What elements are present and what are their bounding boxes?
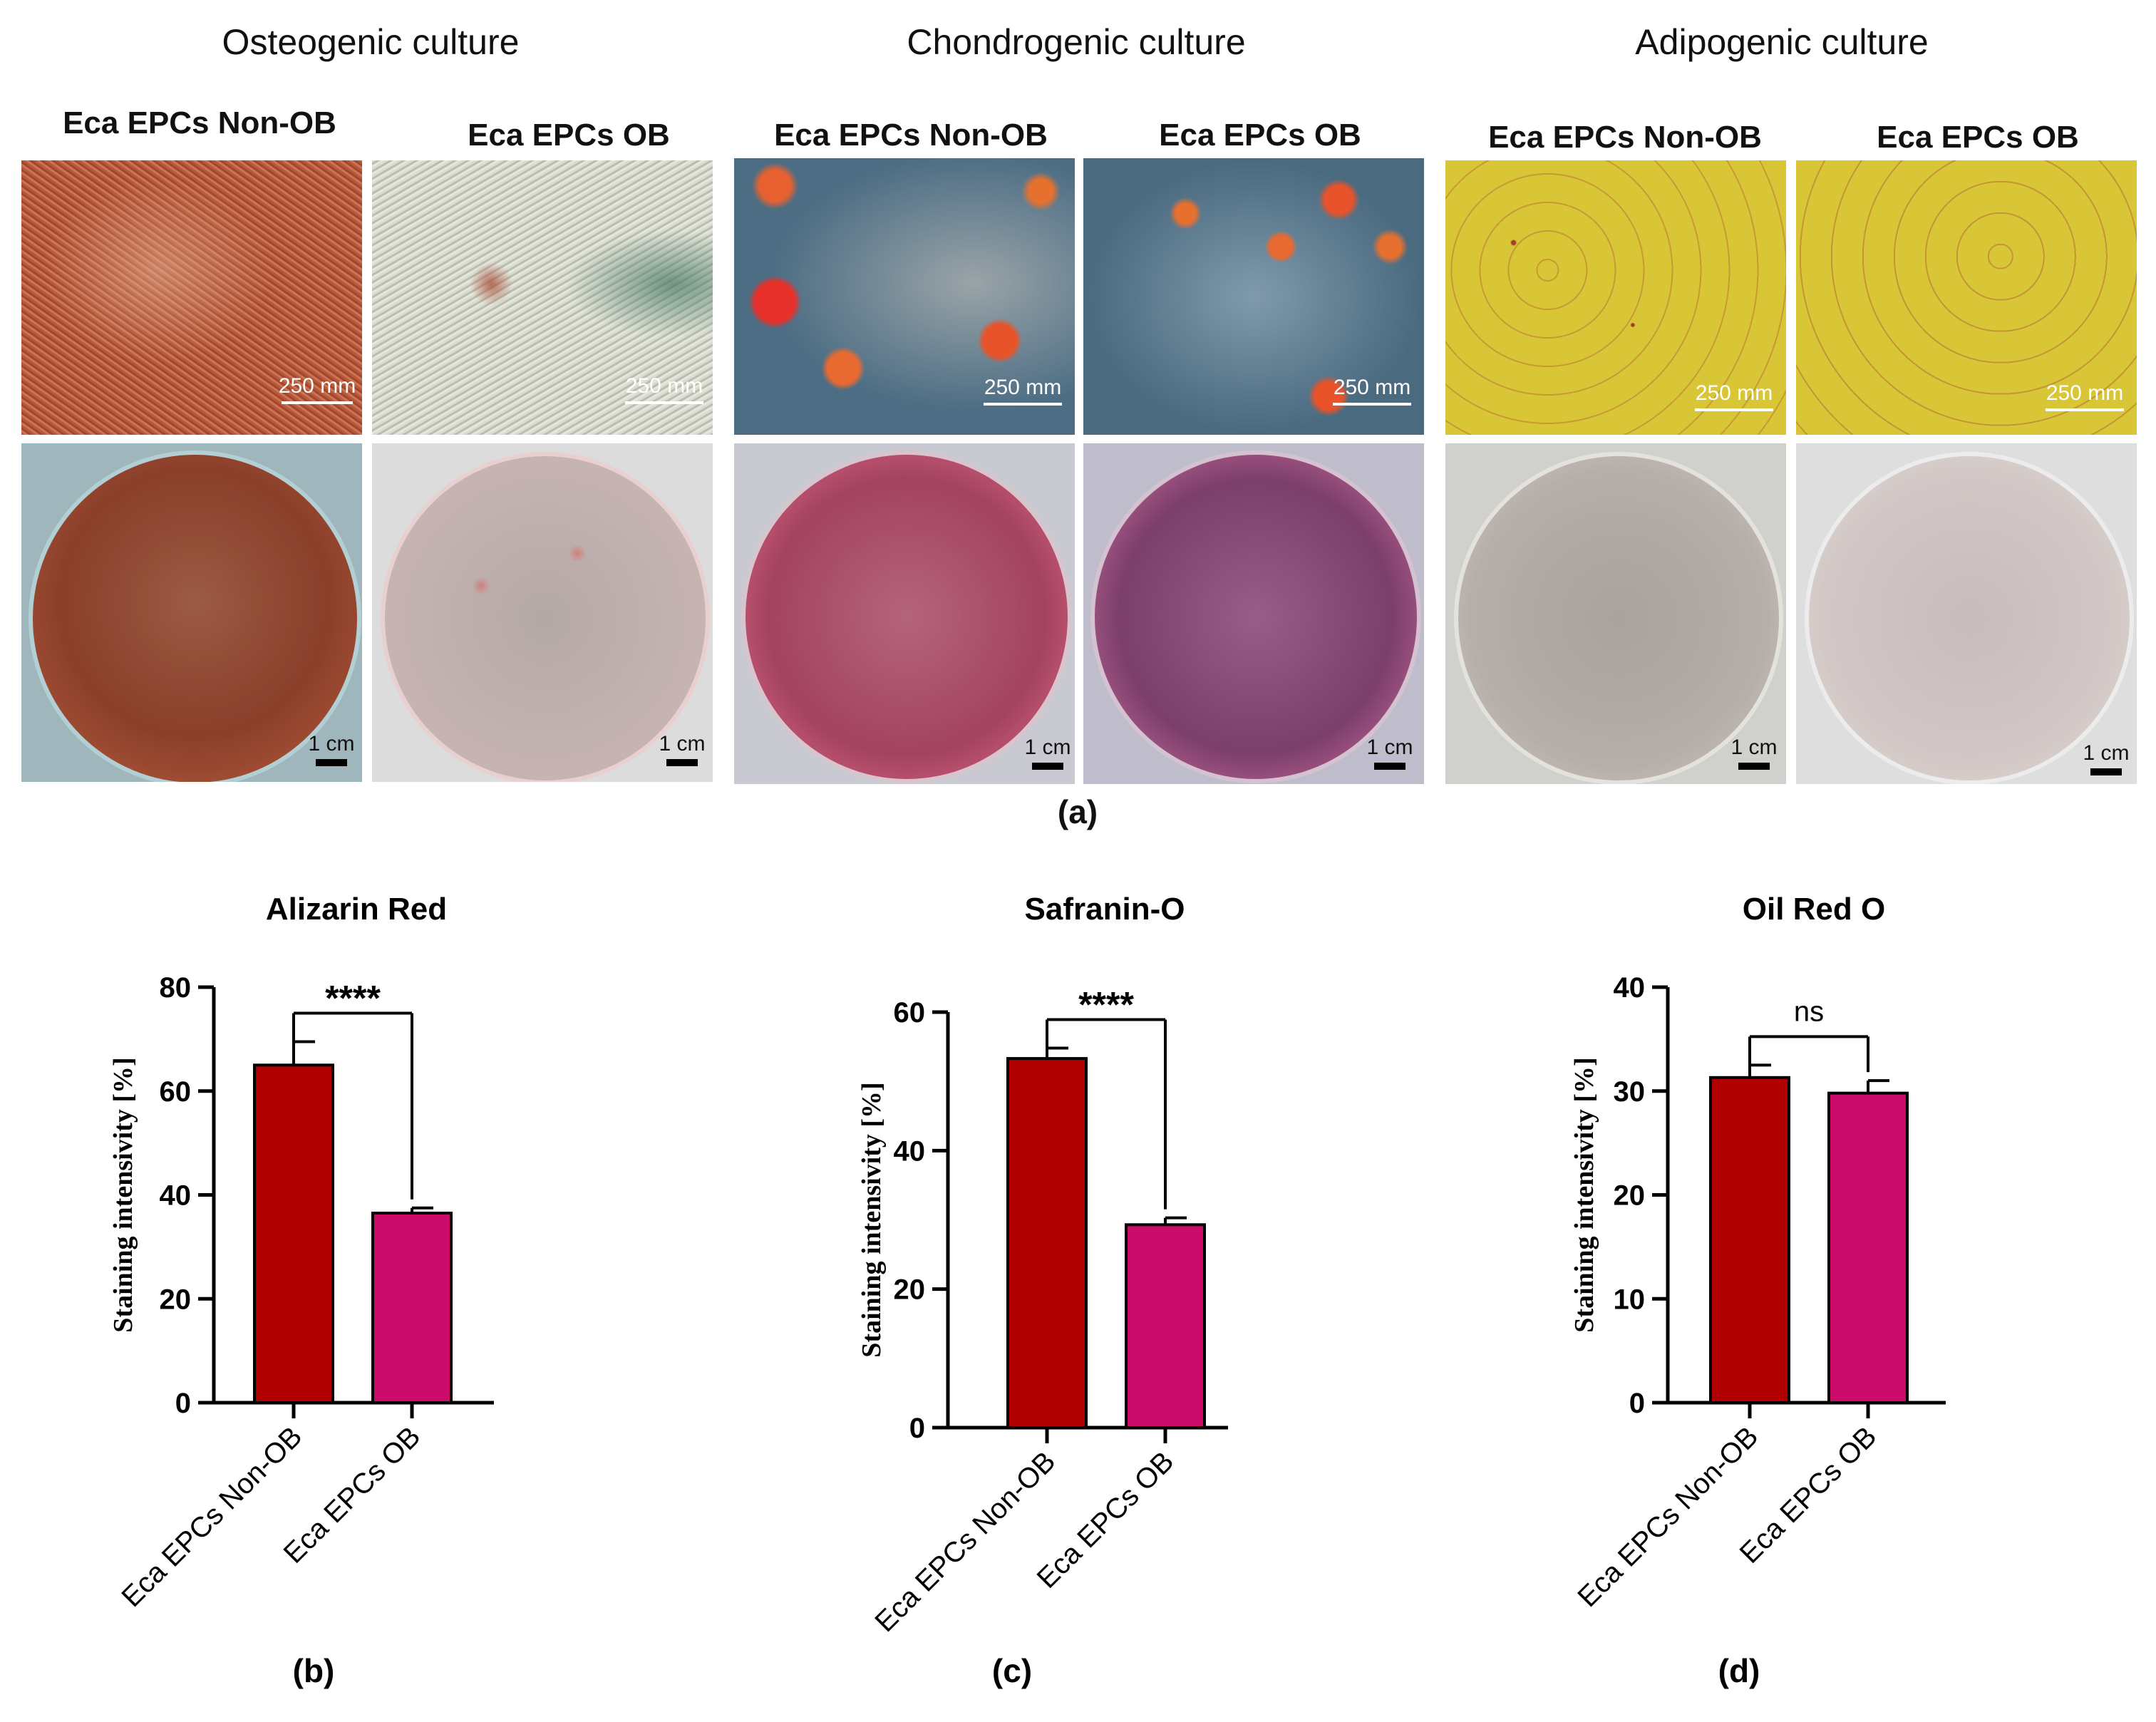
- x-tick-label: Eca EPCs Non-OB: [115, 1421, 308, 1613]
- scale-bar-micro: 250 mm: [2038, 381, 2131, 411]
- scale-bar-micro: 250 mm: [976, 376, 1069, 406]
- bar-alizarin-non-ob: [253, 1063, 334, 1404]
- scale-bar-macro: 1 cm: [1023, 736, 1073, 770]
- scale-bar-macro: 1 cm: [1365, 736, 1415, 770]
- chart-oil-red-o: Oil Red O 0 10 20 30 40 Staining intensivity […: [1569, 892, 1946, 1689]
- well-adipo-non-ob: 1 cm: [1445, 443, 1786, 784]
- chart-alizarin-red: Alizarin Red 0 20 40 60 80 Staining intensivit…: [108, 892, 494, 1689]
- scale-bar-macro: 1 cm: [1729, 736, 1779, 770]
- y-tick-label: 40: [1614, 972, 1646, 1004]
- y-tick-label: 30: [1614, 1076, 1646, 1108]
- micrograph-adipo-ob: 250 mm: [1796, 160, 2137, 435]
- scale-bar-macro: 1 cm: [2081, 741, 2131, 775]
- significance-label: ****: [1078, 985, 1134, 1025]
- well-chondro-non-ob: 1 cm: [734, 443, 1075, 784]
- culture-title-chondrogenic: Chondrogenic culture: [907, 22, 1246, 62]
- bar-oilred-ob: [1827, 1091, 1909, 1404]
- y-tick-label: 20: [1614, 1180, 1646, 1212]
- micrograph-adipo-non-ob: 250 mm: [1445, 160, 1786, 435]
- y-tick-label: 0: [909, 1413, 925, 1444]
- group-label-osteo-non-ob: Eca EPCs Non-OB: [63, 105, 336, 140]
- chart-title-oilred: Oil Red O: [1743, 892, 1885, 927]
- group-label-osteo-ob: Eca EPCs OB: [468, 118, 670, 153]
- y-axis-label: Staining intensivity [%]: [857, 1082, 887, 1357]
- y-tick-label: 20: [160, 1284, 192, 1315]
- y-tick-label: 40: [894, 1135, 926, 1167]
- culture-title-adipogenic: Adipogenic culture: [1635, 22, 1929, 62]
- micrograph-osteo-ob: 250 mm: [372, 160, 713, 435]
- micrograph-chondro-non-ob: 250 mm: [734, 158, 1075, 435]
- scale-bar-micro: 250 mm: [1688, 381, 1780, 411]
- y-tick-label: 20: [894, 1274, 926, 1306]
- scale-bar-micro: 250 mm: [1326, 376, 1418, 406]
- bar-safranin-ob: [1125, 1223, 1206, 1429]
- y-axis-label: Staining intensivity [%]: [108, 1057, 138, 1332]
- y-axis-label: Staining intensivity [%]: [1569, 1057, 1599, 1332]
- group-label-adipo-non-ob: Eca EPCs Non-OB: [1488, 120, 1762, 155]
- group-label-chondro-non-ob: Eca EPCs Non-OB: [774, 118, 1048, 153]
- scale-bar-macro: 1 cm: [306, 732, 356, 766]
- x-tick-label: Eca EPCs Non-OB: [1572, 1421, 1764, 1613]
- panel-label-safranin: (c): [992, 1652, 1032, 1689]
- chart-safranin-o: Safranin-O 0 20 40 60 Staining intensivity [%…: [857, 892, 1228, 1689]
- chart-title-safranin: Safranin-O: [1025, 892, 1185, 927]
- bar-alizarin-ob: [371, 1212, 453, 1404]
- well-osteo-ob: 1 cm: [372, 443, 713, 782]
- micrograph-osteo-non-ob: 250 mm: [21, 160, 362, 435]
- well-chondro-ob: 1 cm: [1083, 443, 1424, 784]
- panel-label-alizarin: (b): [293, 1652, 335, 1689]
- y-tick-label: 0: [175, 1388, 191, 1419]
- x-tick-label: Eca EPCs Non-OB: [869, 1445, 1061, 1638]
- group-label-adipo-ob: Eca EPCs OB: [1877, 120, 2079, 155]
- bar-safranin-non-ob: [1006, 1057, 1088, 1429]
- scale-bar-micro: 250 mm: [618, 374, 711, 404]
- bar-oilred-non-ob: [1709, 1076, 1790, 1404]
- chart-title-alizarin: Alizarin Red: [266, 892, 447, 927]
- well-adipo-ob: 1 cm: [1796, 443, 2137, 784]
- y-tick-label: 80: [160, 972, 192, 1004]
- y-tick-label: 40: [160, 1180, 192, 1212]
- panel-label-oilred: (d): [1718, 1652, 1760, 1689]
- well-osteo-non-ob: 1 cm: [21, 443, 362, 782]
- significance-label: ****: [325, 979, 381, 1019]
- y-tick-label: 60: [894, 997, 926, 1028]
- micrograph-chondro-ob: 250 mm: [1083, 158, 1424, 435]
- y-tick-label: 60: [160, 1076, 192, 1108]
- scale-bar-micro: 250 mm: [274, 374, 360, 404]
- culture-title-osteogenic: Osteogenic culture: [222, 22, 520, 62]
- y-tick-label: 0: [1629, 1388, 1645, 1419]
- y-tick-label: 10: [1614, 1284, 1646, 1315]
- panel-label-a: (a): [1057, 793, 1098, 830]
- group-label-chondro-ob: Eca EPCs OB: [1159, 118, 1361, 153]
- significance-label: ns: [1794, 996, 1824, 1027]
- scale-bar-macro: 1 cm: [657, 732, 707, 766]
